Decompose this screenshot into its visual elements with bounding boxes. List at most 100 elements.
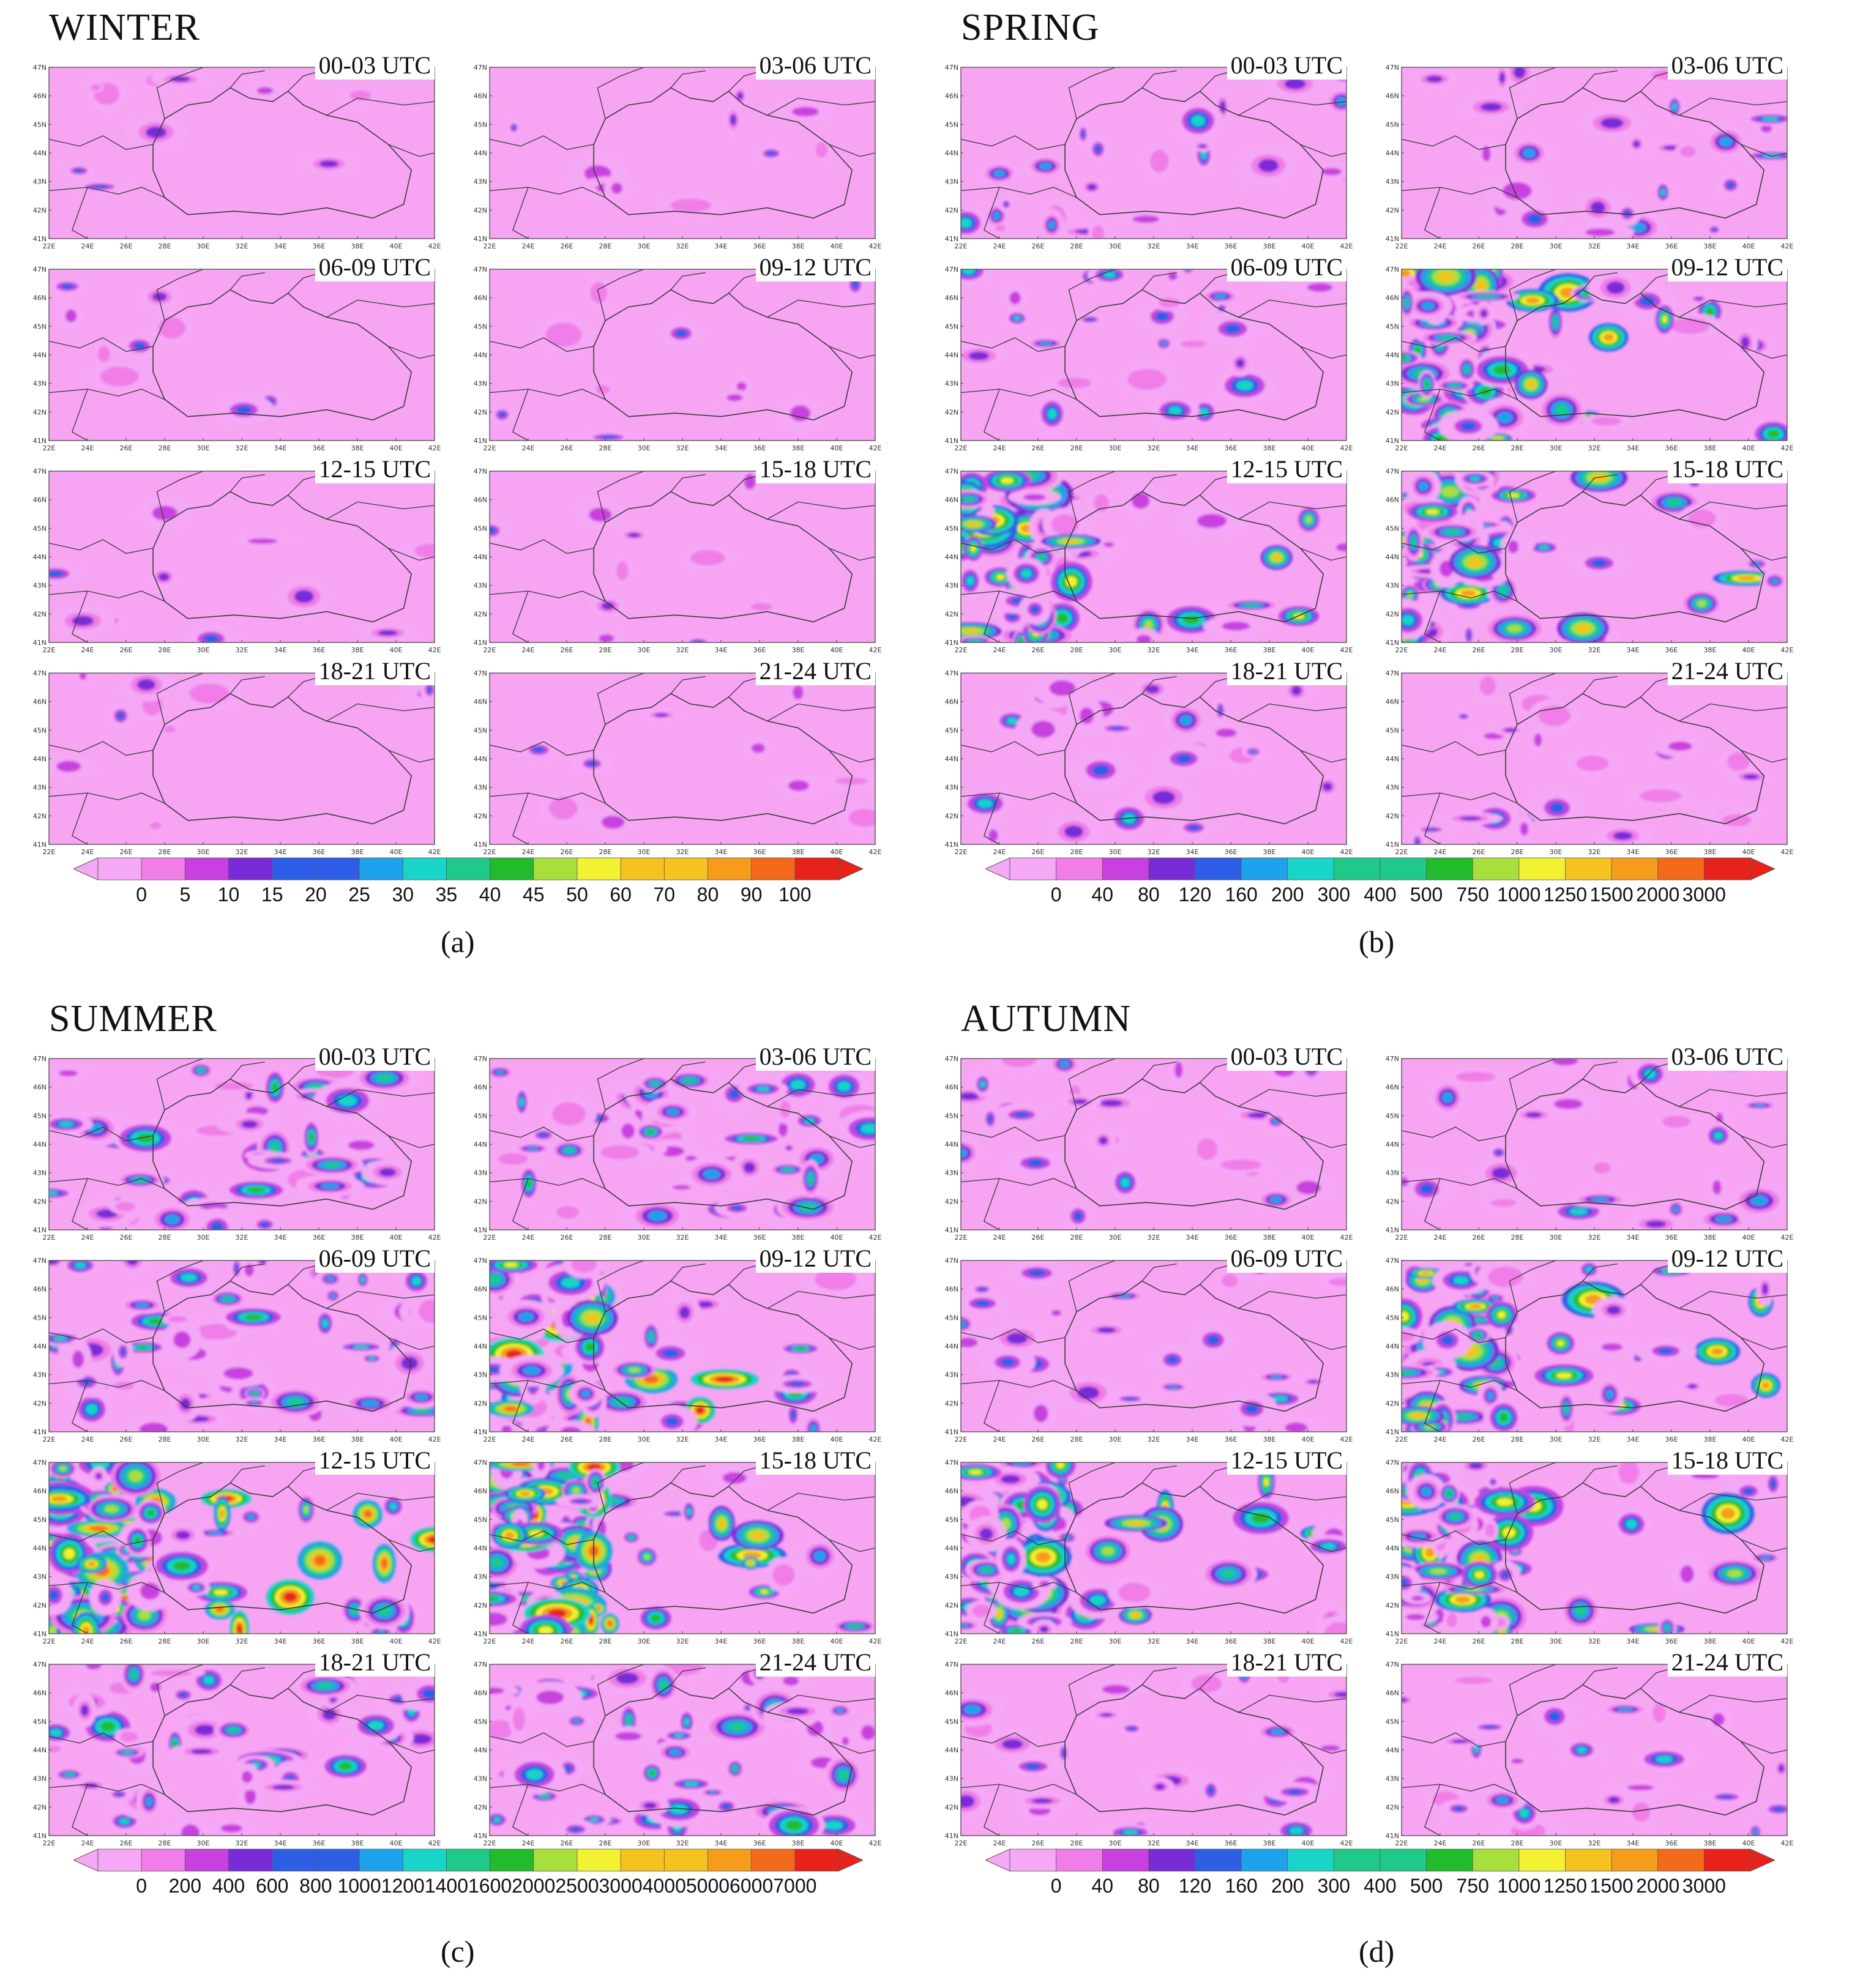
time-window-label: 21-24 UTC <box>1667 657 1787 685</box>
field-contour <box>49 1191 58 1196</box>
lon-tick-label: 32E <box>236 242 248 250</box>
field-contour <box>695 1301 714 1308</box>
field-contour <box>1085 318 1096 322</box>
field-contour <box>1160 341 1167 346</box>
lon-tick-label: 38E <box>792 1234 805 1242</box>
country-border <box>1582 272 1618 291</box>
lat-tick-label: 46N <box>474 294 487 302</box>
field-contour <box>501 1425 512 1432</box>
field-contour <box>601 816 625 829</box>
field-contour <box>1168 406 1182 415</box>
field-contour <box>490 1557 504 1568</box>
coastline <box>152 87 413 219</box>
field-contour <box>592 1478 599 1486</box>
field-contour <box>601 602 614 610</box>
field-contour <box>1048 220 1055 229</box>
field-contour <box>105 1505 119 1513</box>
country-border <box>230 70 265 89</box>
lat-tick-label: 45N <box>33 1112 47 1120</box>
lat-tick-label: 44N <box>474 553 487 561</box>
lat-tick-label: 46N <box>33 698 47 706</box>
country-border <box>767 97 875 116</box>
country-border <box>1741 750 1787 763</box>
lat-tick-label: 45N <box>474 1112 487 1120</box>
lon-tick-label: 34E <box>1186 848 1199 856</box>
field-contour <box>1405 297 1410 307</box>
field-contour <box>1414 346 1421 355</box>
lon-tick-label: 40E <box>390 1435 403 1443</box>
lon-tick-label: 22E <box>484 848 496 856</box>
field-contour <box>203 635 220 642</box>
lat-tick-label: 46N <box>33 294 47 302</box>
country-border <box>670 474 706 493</box>
country-border <box>670 70 706 89</box>
lon-tick-label: 26E <box>120 1435 133 1443</box>
field-contour <box>715 1376 734 1382</box>
field-contour <box>82 1626 90 1634</box>
lon-tick-label: 40E <box>831 646 843 654</box>
lat-tick-label: 46N <box>474 698 487 706</box>
lon-tick-label: 26E <box>1032 646 1045 654</box>
field-contour <box>223 1367 253 1380</box>
lon-tick-label: 22E <box>484 646 496 654</box>
country-border <box>961 135 1066 151</box>
colorbar-tick-label: 60 <box>610 884 632 906</box>
field-contour <box>607 1620 613 1626</box>
coastline <box>593 1482 853 1614</box>
field-contour <box>100 367 139 387</box>
field-contour <box>150 1670 192 1677</box>
lon-tick-label: 22E <box>955 444 968 452</box>
field-contour <box>600 1145 640 1160</box>
lon-tick-label: 22E <box>43 646 56 654</box>
country-border <box>1141 474 1177 493</box>
country-border <box>1582 676 1618 694</box>
lat-tick-label: 45N <box>945 121 958 128</box>
lat-tick-label: 47N <box>33 1459 47 1467</box>
colorbar-bin <box>272 857 316 880</box>
lon-tick-label: 42E <box>1340 848 1353 856</box>
field-contour <box>72 1350 84 1368</box>
field-contour <box>969 639 981 642</box>
field-contour <box>1444 529 1461 535</box>
colorbar-tick-label: 300 <box>1317 884 1351 906</box>
field-contour <box>1762 154 1781 158</box>
field-contour <box>163 726 176 733</box>
field-contour <box>1049 680 1076 696</box>
lon-tick-label: 38E <box>1704 848 1717 856</box>
field-contour <box>703 1169 720 1180</box>
lat-tick-label: 43N <box>1386 178 1399 186</box>
country-border <box>670 676 706 694</box>
country-border <box>512 1380 529 1432</box>
colorbar: 0 40 80 120 160 200 300 400 500 750 1000 1250 1500 20… <box>985 857 1775 912</box>
lon-tick-label: 24E <box>81 848 94 856</box>
field-contour <box>790 1079 805 1090</box>
field-contour <box>790 405 811 422</box>
field-contour <box>73 168 84 173</box>
lon-tick-label: 26E <box>1032 242 1045 250</box>
lat-tick-label: 47N <box>945 467 958 475</box>
colorbar-min-arrow <box>985 857 1010 880</box>
country-border <box>388 346 435 359</box>
country-border <box>1068 269 1116 321</box>
field-contour <box>1600 117 1624 128</box>
country-border <box>490 1178 606 1189</box>
field-contour <box>259 1260 266 1264</box>
lon-tick-label: 36E <box>313 848 326 856</box>
country-border <box>597 1462 644 1514</box>
lon-tick-label: 22E <box>1395 848 1408 856</box>
field-contour <box>1321 168 1342 176</box>
country-border <box>1679 703 1787 721</box>
map-09-12-utc: 47N 46N 45N 44N 43N 42N 41N 22E 24E 26E 28E 30E 32E 3… <box>1383 253 1794 459</box>
field-contour <box>1004 202 1009 207</box>
field-contour <box>260 1221 270 1228</box>
country-border <box>512 792 529 844</box>
country-border <box>512 1178 529 1230</box>
lon-tick-label: 28E <box>159 848 171 856</box>
field-contour <box>1411 537 1416 548</box>
lat-tick-label: 43N <box>474 784 487 792</box>
